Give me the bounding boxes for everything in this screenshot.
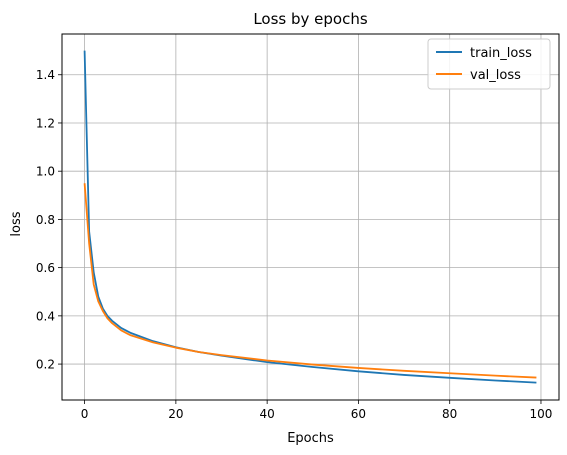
y-axis-label: loss <box>9 211 24 236</box>
y-axis-ticks: 0.2 0.4 0.6 0.8 1.0 1.2 1.4 <box>36 68 62 372</box>
x-tick-label: 100 <box>530 407 553 421</box>
y-tick-label: 1.0 <box>36 165 55 179</box>
series-line-val-loss <box>83 183 537 379</box>
y-tick-label: 0.4 <box>36 309 55 323</box>
y-tick-label: 1.2 <box>36 116 55 130</box>
y-tick-label: 0.6 <box>36 261 55 275</box>
y-tick-label: 1.4 <box>36 68 55 82</box>
x-tick-label: 80 <box>442 407 457 421</box>
legend-label-train-loss: train_loss <box>470 46 532 61</box>
x-tick-label: 60 <box>351 407 366 421</box>
chart-title: Loss by epochs <box>253 10 368 28</box>
x-tick-label: 20 <box>168 407 183 421</box>
x-tick-label: 40 <box>260 407 275 421</box>
y-tick-label: 0.8 <box>36 213 55 227</box>
x-tick-label: 0 <box>81 407 89 421</box>
legend: train_loss val_loss <box>427 38 551 90</box>
plot-frame <box>61 33 560 401</box>
y-tick-label: 0.2 <box>36 358 55 372</box>
x-axis-ticks: 0 20 40 60 80 100 <box>81 400 553 421</box>
series-lines <box>83 50 537 384</box>
grid <box>62 34 559 400</box>
legend-label-val-loss: val_loss <box>470 68 521 83</box>
x-axis-label: Epochs <box>287 431 334 446</box>
